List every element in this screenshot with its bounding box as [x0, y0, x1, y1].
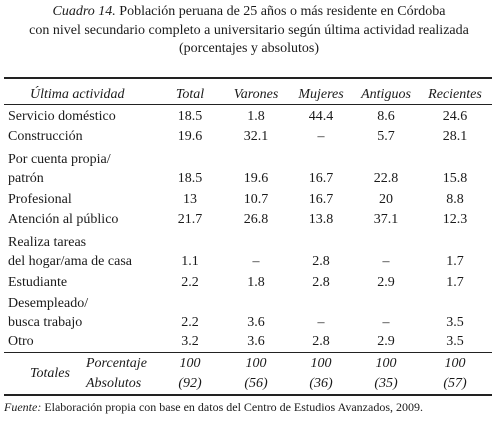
cell: 3.2: [181, 334, 199, 349]
cell: 2.8: [312, 334, 330, 349]
footer-label: Fuente:: [4, 400, 42, 414]
cell: 3.5: [446, 315, 464, 330]
cell: 8.6: [377, 109, 395, 124]
rule: [4, 352, 492, 353]
cell: 24.6: [442, 109, 468, 124]
header-cell: Última actividad: [30, 87, 125, 102]
totals-row-label: Porcentaje: [86, 356, 147, 371]
cell: 1.7: [446, 275, 464, 290]
totals-label: Totales: [30, 366, 70, 381]
cell: 44.4: [308, 109, 334, 124]
totals-cell: (36): [309, 376, 333, 391]
title-label: Cuadro 14.: [52, 4, 116, 19]
totals-cell: 100: [179, 356, 201, 371]
cell: 16.7: [308, 171, 334, 186]
rule: [4, 394, 492, 396]
cell: 13.8: [308, 212, 334, 227]
cell: 2.8: [312, 275, 330, 290]
cell: 2.9: [377, 275, 395, 290]
cell: 13: [183, 192, 197, 207]
cell: 15.8: [442, 171, 468, 186]
title-line: Cuadro 14. Población peruana de 25 años …: [0, 3, 498, 21]
totals-cell: (35): [374, 376, 398, 391]
cell: –: [382, 315, 390, 330]
row-label: Realiza tareas: [8, 235, 87, 250]
row-label: Por cuenta propia/: [8, 152, 111, 167]
cell: 1.8: [247, 275, 265, 290]
cell: 19.6: [177, 129, 203, 144]
totals-cell: (56): [244, 376, 268, 391]
header-cell: Total: [175, 87, 205, 102]
cell: 8.8: [446, 192, 464, 207]
cell: 16.7: [308, 192, 334, 207]
cell: 32.1: [243, 129, 269, 144]
cell: 12.3: [442, 212, 468, 227]
totals-cell: 100: [245, 356, 267, 371]
cell: 1.8: [247, 109, 265, 124]
totals-cell: 100: [375, 356, 397, 371]
title-text: Población peruana de 25 años o más resid…: [119, 4, 446, 19]
footer-text: Elaboración propia con base en datos del…: [44, 400, 423, 414]
header-cell: Varones: [233, 87, 279, 102]
cell: 2.9: [377, 334, 395, 349]
rule: [4, 77, 492, 79]
cell: 28.1: [442, 129, 468, 144]
row-label: Profesional: [8, 192, 72, 207]
cell: 3.5: [446, 334, 464, 349]
cell: 21.7: [177, 212, 203, 227]
row-label: patrón: [8, 171, 44, 186]
row-label: del hogar/ama de casa: [8, 254, 132, 269]
cell: 2.2: [181, 275, 199, 290]
cell: 10.7: [243, 192, 269, 207]
cell: 22.8: [373, 171, 399, 186]
footer: Fuente: Elaboración propia con base en d…: [4, 399, 423, 415]
cell: 1.1: [181, 254, 199, 269]
totals-row-label: Absolutos: [86, 376, 142, 391]
cell: 18.5: [177, 109, 203, 124]
rule: [4, 104, 492, 105]
cell: 3.6: [247, 315, 265, 330]
cell: 3.6: [247, 334, 265, 349]
cell: –: [317, 129, 325, 144]
title-line: con nivel secundario completo a universi…: [29, 23, 469, 38]
row-label: Servicio doméstico: [8, 109, 116, 124]
cell: –: [317, 315, 325, 330]
title-line: (porcentajes y absolutos): [179, 41, 319, 56]
cell: –: [382, 254, 390, 269]
cell: 37.1: [373, 212, 399, 227]
row-label: Otro: [8, 334, 34, 349]
totals-cell: (92): [178, 376, 202, 391]
row-label: Estudiante: [8, 275, 68, 290]
cell: –: [252, 254, 260, 269]
header-cell: Antiguos: [361, 87, 411, 102]
cell: 2.8: [312, 254, 330, 269]
row-label: busca trabajo: [8, 315, 83, 330]
totals-cell: (57): [443, 376, 467, 391]
row-label: Atención al público: [8, 212, 119, 227]
totals-cell: 100: [444, 356, 466, 371]
cell: 20: [379, 192, 393, 207]
header-cell: Recientes: [428, 87, 482, 102]
cell: 1.7: [446, 254, 464, 269]
cell: 2.2: [181, 315, 199, 330]
cell: 19.6: [243, 171, 269, 186]
row-label: Desempleado/: [8, 296, 89, 311]
totals-cell: 100: [310, 356, 332, 371]
row-label: Construcción: [8, 129, 83, 144]
header-cell: Mujeres: [298, 87, 344, 102]
cell: 18.5: [177, 171, 203, 186]
cell: 26.8: [243, 212, 269, 227]
cell: 5.7: [377, 129, 395, 144]
